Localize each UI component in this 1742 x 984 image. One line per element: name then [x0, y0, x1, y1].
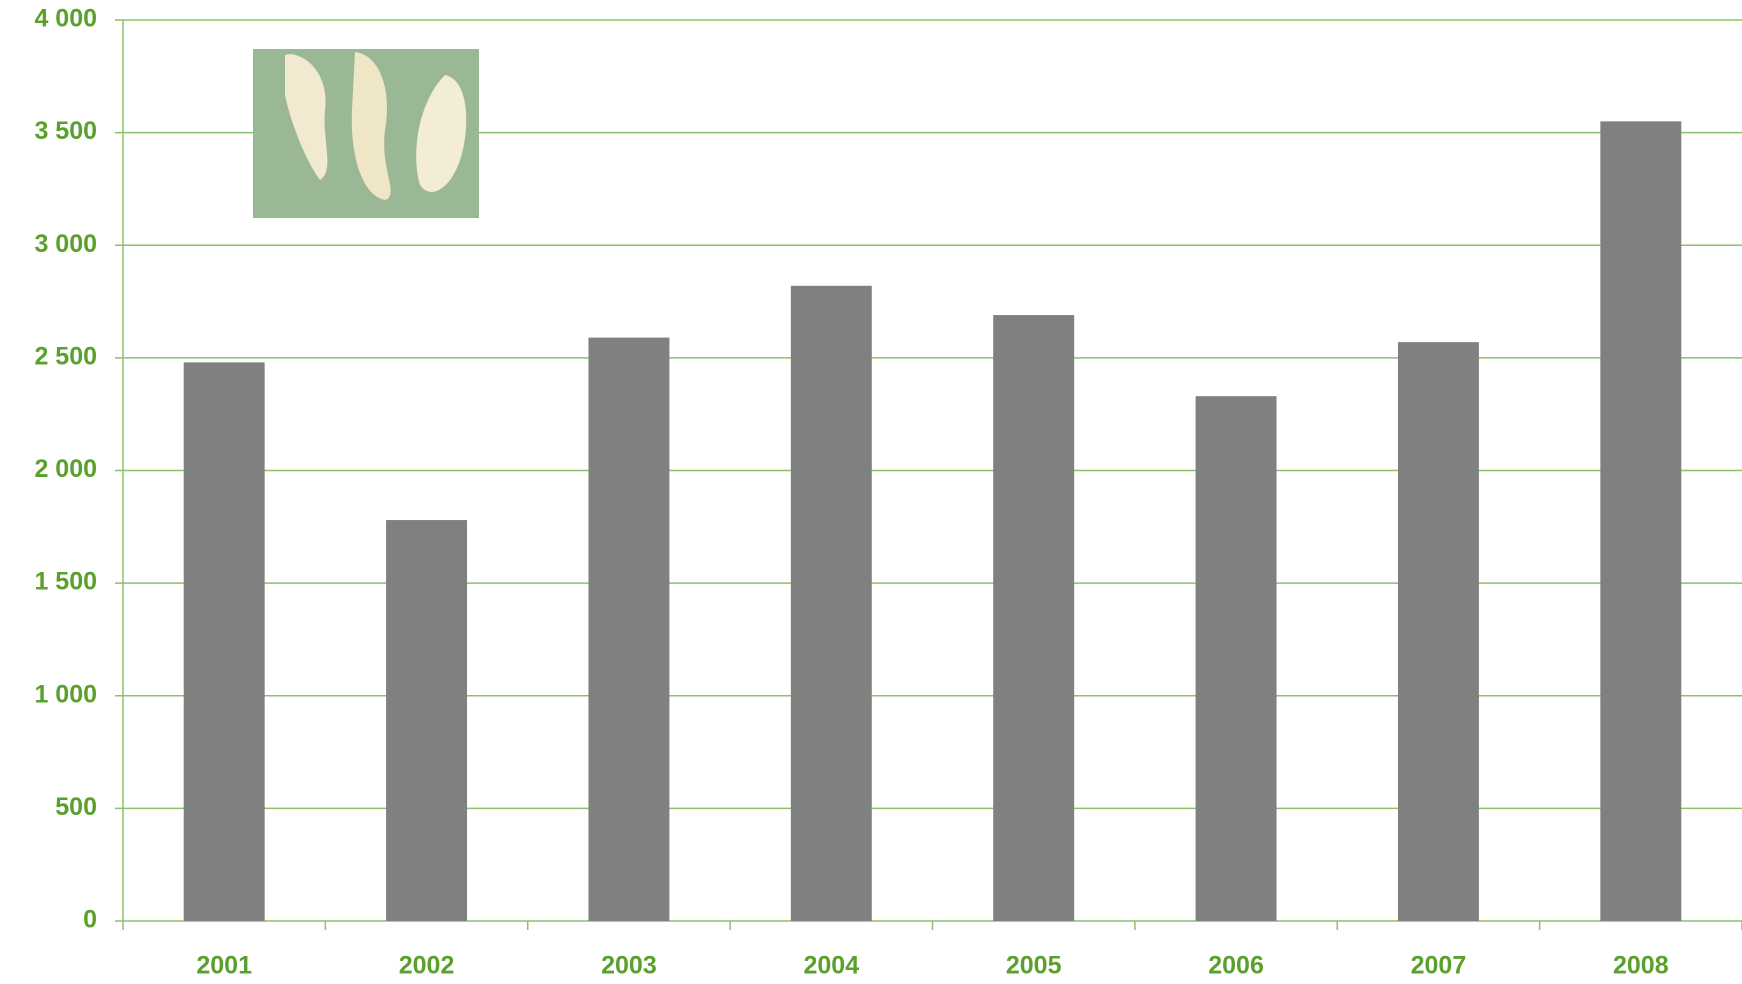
- bar: [993, 315, 1075, 921]
- photo-root: [416, 75, 467, 192]
- x-tick-label: 2002: [399, 952, 455, 980]
- photo-root: [285, 54, 328, 181]
- photo-root: [351, 52, 391, 200]
- bar: [386, 520, 468, 921]
- y-tick-label: 1 500: [34, 568, 97, 596]
- y-tick-label: 500: [55, 793, 97, 821]
- bar: [790, 285, 872, 921]
- x-tick-label: 2003: [601, 952, 657, 980]
- bar: [1195, 396, 1277, 922]
- y-tick-label: 0: [83, 906, 97, 934]
- bar: [183, 362, 265, 921]
- x-tick-label: 2007: [1411, 952, 1467, 980]
- x-tick-label: 2001: [196, 952, 252, 980]
- y-tick-label: 3 500: [34, 117, 97, 145]
- y-tick-label: 2 500: [34, 342, 97, 370]
- x-tick-label: 2005: [1006, 952, 1062, 980]
- x-tick-label: 2004: [804, 952, 860, 980]
- x-tick-label: 2006: [1208, 952, 1264, 980]
- y-tick-label: 2 000: [34, 455, 97, 483]
- y-tick-label: 3 000: [34, 230, 97, 258]
- photo: [253, 49, 479, 218]
- y-tick-label: 1 000: [34, 680, 97, 708]
- bar: [588, 337, 670, 921]
- bar: [1600, 121, 1682, 922]
- bar: [1397, 342, 1479, 921]
- x-tick-label: 2008: [1613, 952, 1669, 980]
- y-tick-label: 4 000: [34, 5, 97, 33]
